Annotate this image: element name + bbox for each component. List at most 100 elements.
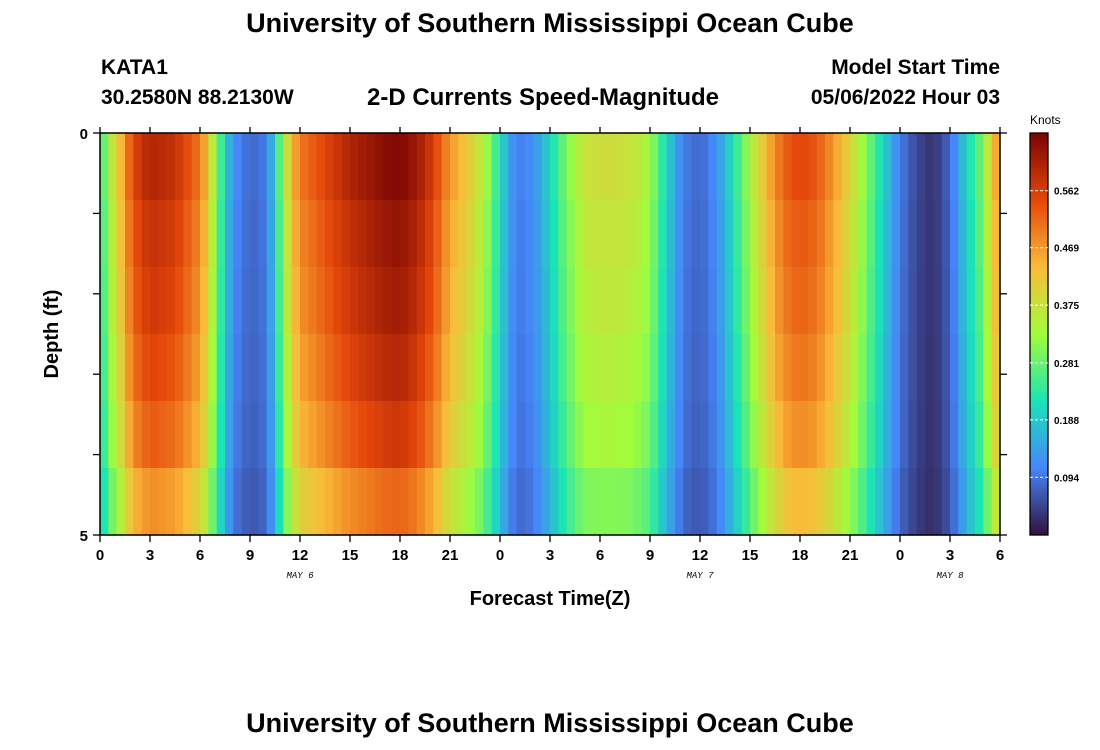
heatmap-cell xyxy=(400,200,409,268)
heatmap-cell xyxy=(983,334,993,402)
heatmap-cell xyxy=(591,334,601,402)
heatmap-cell xyxy=(916,401,926,469)
heatmap-cell xyxy=(525,468,534,536)
heatmap-cell xyxy=(450,334,459,402)
heatmap-cell xyxy=(625,267,634,335)
heatmap-cell xyxy=(658,133,668,201)
heatmap-cell xyxy=(891,267,901,335)
heatmap-cell xyxy=(950,468,959,536)
heatmap-cell xyxy=(100,468,109,536)
heatmap-cell xyxy=(675,334,684,402)
heatmap-cell xyxy=(641,200,651,268)
heatmap-cell xyxy=(516,401,526,469)
heatmap-cell xyxy=(100,267,109,335)
heatmap-cell xyxy=(875,468,884,536)
heatmap-cell xyxy=(833,200,843,268)
heatmap-cell xyxy=(725,468,734,536)
heatmap-cell xyxy=(575,267,584,335)
heatmap-cell xyxy=(358,334,368,402)
heatmap-cell xyxy=(308,468,318,536)
heatmap-cell xyxy=(366,200,376,268)
heatmap-cell xyxy=(583,133,593,201)
heatmap-cell xyxy=(650,334,659,402)
heatmap-cell xyxy=(866,468,876,536)
heatmap-cell xyxy=(191,200,201,268)
heatmap-cell xyxy=(358,468,368,536)
heatmap-cell xyxy=(300,468,309,536)
heatmap-cell xyxy=(250,267,259,335)
heatmap-cell xyxy=(316,200,326,268)
heatmap-cell xyxy=(716,468,726,536)
heatmap-cell xyxy=(266,133,276,201)
colorbar: 0.562 0.469 0.375 0.281 0.188 0.094 xyxy=(1029,132,1079,536)
heatmap-cell xyxy=(916,334,926,402)
heatmap-cell xyxy=(991,267,1001,335)
heatmap-cell xyxy=(225,133,234,201)
heatmap-cell xyxy=(483,468,493,536)
heatmap-cell xyxy=(808,267,818,335)
heatmap-cell xyxy=(575,401,584,469)
heatmap-cell xyxy=(858,133,868,201)
x-tick-label: 0 xyxy=(896,547,904,564)
heatmap-cell xyxy=(975,401,984,469)
heatmap-cell xyxy=(733,334,743,402)
heatmap-cell xyxy=(566,267,576,335)
heatmap-cell xyxy=(116,200,126,268)
heatmap-cell xyxy=(216,468,226,536)
heatmap-cell xyxy=(325,133,334,201)
heatmap-cell xyxy=(108,468,118,536)
heatmap-cell xyxy=(708,468,718,536)
heatmap-cell xyxy=(408,468,418,536)
heatmap-cell xyxy=(841,401,851,469)
heatmap-cell xyxy=(850,401,859,469)
heatmap-cell xyxy=(191,468,201,536)
heatmap-cell xyxy=(741,267,751,335)
heatmap-cell xyxy=(500,267,509,335)
heatmap-cell xyxy=(583,200,593,268)
colorbar-tick-label: 0.281 xyxy=(1054,359,1079,370)
heatmap-cell xyxy=(758,267,768,335)
heatmap-cell xyxy=(900,468,909,536)
heatmap-cell xyxy=(558,200,568,268)
heatmap-cell xyxy=(325,468,334,536)
heatmap-cell xyxy=(958,200,968,268)
heatmap-cell xyxy=(591,200,601,268)
heatmap-cell xyxy=(708,200,718,268)
heatmap-cell xyxy=(266,468,276,536)
heatmap-cell xyxy=(775,468,784,536)
heatmap-cell xyxy=(208,334,218,402)
heatmap-cell xyxy=(225,401,234,469)
page-title: University of Southern Mississippi Ocean… xyxy=(246,8,854,38)
heatmap-cell xyxy=(616,200,626,268)
heatmap-cell xyxy=(866,133,876,201)
heatmap-cell xyxy=(975,200,984,268)
heatmap-cell xyxy=(783,468,793,536)
heatmap-cell xyxy=(300,200,309,268)
x-tick-label: 6 xyxy=(196,547,204,564)
heatmap-cell xyxy=(150,200,159,268)
heatmap-cell xyxy=(616,468,626,536)
heatmap-cell xyxy=(708,133,718,201)
heatmap-cell xyxy=(941,401,951,469)
heatmap-cell xyxy=(650,200,659,268)
heatmap-cell xyxy=(600,401,609,469)
heatmap-cell xyxy=(941,334,951,402)
heatmap-cell xyxy=(416,334,426,402)
heatmap-cell xyxy=(433,468,443,536)
heatmap-cell xyxy=(475,468,484,536)
heatmap-cell xyxy=(741,401,751,469)
heatmap-cell xyxy=(891,200,901,268)
heatmap-cell xyxy=(358,133,368,201)
heatmap-cell xyxy=(333,133,343,201)
heatmap-cell xyxy=(666,334,676,402)
heatmap-cell xyxy=(191,267,201,335)
heatmap-cell xyxy=(483,133,493,201)
heatmap-cell xyxy=(550,401,559,469)
heatmap-cell xyxy=(175,334,184,402)
heatmap-cell xyxy=(891,401,901,469)
colorbar-title: Knots xyxy=(1030,113,1061,127)
heatmap-cell xyxy=(391,200,401,268)
heatmap-cell xyxy=(700,200,709,268)
model-start-label: Model Start Time xyxy=(831,56,1000,79)
x-tick-label: 12 xyxy=(292,547,309,564)
